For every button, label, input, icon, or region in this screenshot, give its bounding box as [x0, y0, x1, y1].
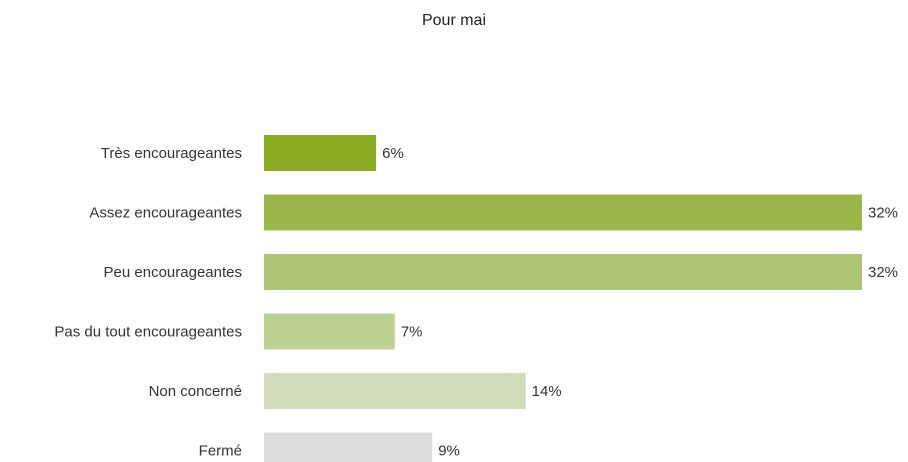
bar	[264, 313, 395, 350]
category-label: Très encourageantes	[101, 145, 242, 162]
value-label: 7%	[401, 324, 423, 341]
bar	[264, 135, 377, 171]
value-label: 14%	[532, 383, 562, 400]
bar	[264, 194, 862, 231]
bar	[264, 432, 433, 462]
category-label: Fermé	[199, 443, 242, 460]
value-label: 9%	[438, 443, 460, 460]
category-label: Non concerné	[149, 383, 242, 400]
category-label: Assez encourageantes	[89, 205, 242, 222]
category-label: Pas du tout encourageantes	[54, 324, 242, 341]
category-label: Peu encourageantes	[104, 264, 242, 281]
value-label: 6%	[382, 145, 404, 162]
bar	[264, 373, 526, 409]
value-label: 32%	[868, 264, 898, 281]
chart-title: Pour mai	[421, 12, 487, 29]
value-label: 32%	[868, 205, 898, 222]
bar	[264, 254, 862, 290]
